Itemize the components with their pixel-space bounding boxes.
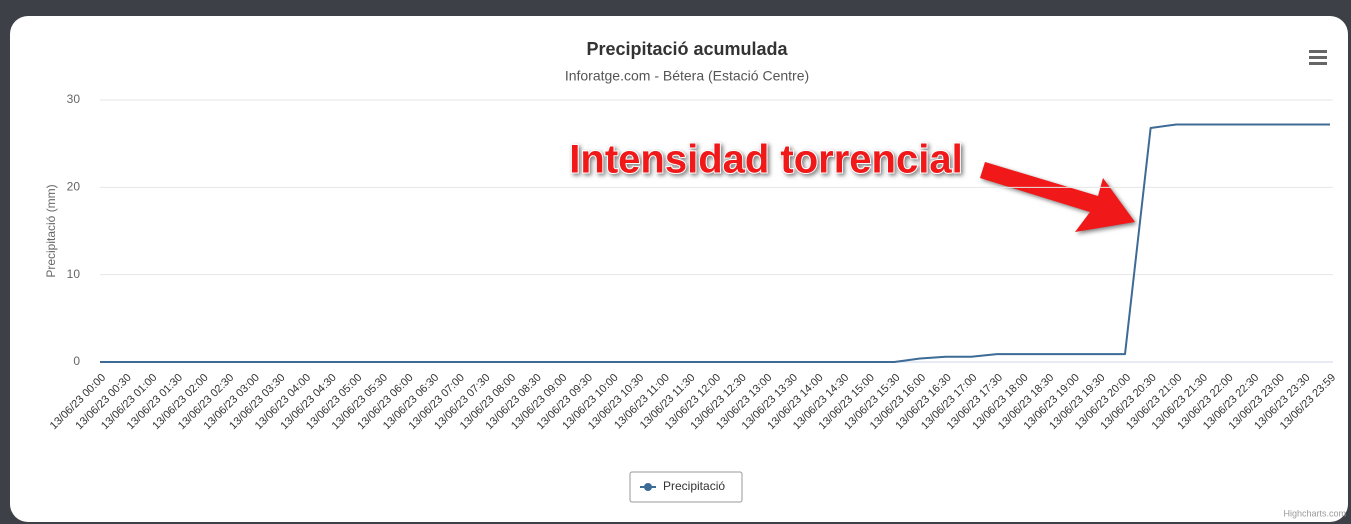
legend-label[interactable]: Precipitació xyxy=(663,479,725,493)
menu-bar[interactable] xyxy=(1309,62,1327,65)
y-tick-label: 20 xyxy=(67,180,81,194)
y-tick-label: 10 xyxy=(67,267,81,281)
card xyxy=(10,16,1348,522)
y-tick-label: 0 xyxy=(73,354,80,368)
menu-bar[interactable] xyxy=(1309,56,1327,59)
y-tick-label: 30 xyxy=(67,92,81,106)
legend-box xyxy=(629,471,743,503)
chart-subtitle: Inforatge.com - Bétera (Estació Centre) xyxy=(565,68,809,84)
annotation-arrow xyxy=(980,162,1135,232)
y-axis-title: Precipitació (mm) xyxy=(44,184,58,277)
data-line xyxy=(100,123,1330,363)
menu-icon[interactable] xyxy=(1309,50,1327,65)
chart-title: Precipitació acumulada xyxy=(586,39,788,59)
legend-marker xyxy=(644,483,652,491)
menu-bar[interactable] xyxy=(1309,50,1327,53)
credit: Highcharts.com xyxy=(1283,508,1346,518)
legend: Precipitació xyxy=(629,471,743,503)
annotation: Intensidad torrencial xyxy=(569,138,962,182)
